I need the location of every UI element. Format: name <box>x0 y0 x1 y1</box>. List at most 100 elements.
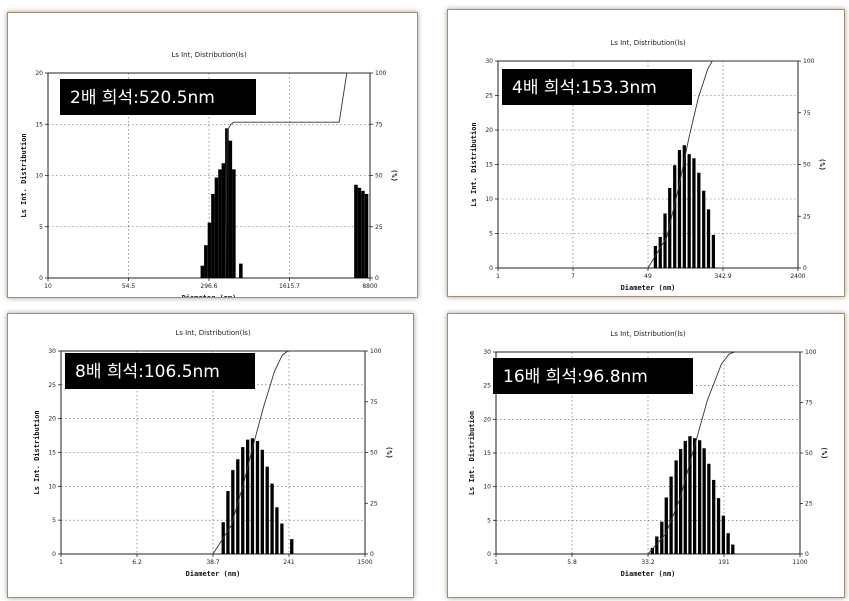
y-tick-label: 5 <box>489 231 493 238</box>
bar <box>682 145 686 268</box>
annotation-text: 2배 희석:520.5nm <box>70 88 215 108</box>
y2-tick-label: 25 <box>805 501 813 508</box>
x-tick-label: 296.6 <box>200 283 217 290</box>
bar <box>280 523 284 554</box>
chart-panel-2x: Ls Int, Distribution(ls) 0 5 10 15 20 0 25 50 75 1… <box>7 12 418 298</box>
cumulative-line <box>212 350 365 555</box>
y-tick-label: 5 <box>487 517 491 524</box>
annotation-text: 4배 희석:153.3nm <box>512 78 657 98</box>
bar <box>712 479 716 554</box>
bar <box>668 187 672 268</box>
x-tick-label: 1100 <box>792 559 807 566</box>
y-axis-label: Ls Int. Distribution <box>20 133 28 217</box>
chart-title: Ls Int, Distribution(ls) <box>610 39 686 47</box>
x-tick-label: 54.5 <box>122 283 136 290</box>
bar <box>687 154 691 268</box>
bar <box>226 491 230 554</box>
bar <box>702 448 706 554</box>
y-axis-label: Ls Int. Distribution <box>33 410 41 494</box>
bar <box>677 150 682 268</box>
x-tick-label: 5.8 <box>567 559 577 566</box>
annotation-badge <box>60 79 256 115</box>
chart-svg-2x: Ls Int, Distribution(ls) 0 5 10 15 20 0 25 50 75 1… <box>20 51 398 297</box>
bar <box>658 236 662 268</box>
bar <box>232 169 236 278</box>
bar <box>245 439 250 554</box>
y2-tick-label: 25 <box>370 500 378 507</box>
y-tick-label: 10 <box>485 196 493 203</box>
y-tick-label: 20 <box>48 416 56 423</box>
bar <box>650 547 655 554</box>
bar <box>250 438 255 554</box>
y-axis-label: Ls Int. Distribution <box>470 122 478 206</box>
cumulative-line <box>647 60 798 269</box>
bar <box>211 193 215 278</box>
x-tick-label: 10 <box>44 283 52 290</box>
y-tick-label: 25 <box>48 382 56 389</box>
bar <box>707 463 711 554</box>
y2-axis-label: (%) <box>820 447 828 460</box>
y2-axis-label: (%) <box>385 446 393 459</box>
y2-axis-label: (%) <box>818 158 826 171</box>
chart-svg-8x: Ls Int, Distribution(ls) 0 5 10 15 20 25 30 0 25 5… <box>33 329 393 578</box>
y-tick-label: 20 <box>483 416 491 423</box>
y-tick-label: 10 <box>48 483 56 490</box>
y-tick-label: 0 <box>39 275 43 282</box>
bar <box>361 190 365 278</box>
x-tick-label: 191 <box>718 559 730 566</box>
bar <box>716 498 721 554</box>
bar <box>669 476 673 554</box>
y-tick-label: 5 <box>52 517 56 524</box>
y-tick-label: 10 <box>35 173 43 180</box>
chart-panel-16x: Ls Int, Distribution(ls) 0 5 10 15 20 25 30 0 25 5… <box>447 313 845 598</box>
bar <box>228 140 233 278</box>
bar <box>706 209 711 268</box>
bar <box>683 440 687 554</box>
y-tick-label: 0 <box>52 551 56 558</box>
y-tick-label: 10 <box>483 484 491 491</box>
chart-svg-16x: Ls Int, Distribution(ls) 0 5 10 15 20 25 30 0 25 5… <box>468 330 828 578</box>
cumulative-line <box>225 72 370 279</box>
y2-tick-label: 100 <box>805 349 817 356</box>
bar <box>653 245 658 268</box>
y2-tick-label: 100 <box>370 348 382 355</box>
bar <box>214 177 219 278</box>
y2-tick-label: 75 <box>375 121 383 128</box>
x-axis-label: Diameter (nm) <box>621 570 676 578</box>
y-tick-label: 0 <box>489 265 493 272</box>
annotation-badge <box>493 358 693 394</box>
y-tick-label: 15 <box>485 162 493 169</box>
bar <box>678 448 683 554</box>
bar <box>207 222 212 278</box>
y-tick-label: 25 <box>483 383 491 390</box>
chart-svg-4x: Ls Int, Distribution(ls) 0 5 10 15 20 25 30 0 25 5… <box>470 39 826 292</box>
cumulative-line <box>647 351 800 555</box>
y2-tick-label: 100 <box>803 58 815 65</box>
bar <box>239 263 243 278</box>
y2-tick-label: 50 <box>370 450 378 457</box>
y2-tick-label: 75 <box>805 400 813 407</box>
bar <box>241 447 245 554</box>
bar <box>270 483 274 554</box>
bar <box>655 536 659 554</box>
bar <box>692 438 697 554</box>
annotation-text: 16배 희석:96.8nm <box>503 367 648 387</box>
bar <box>721 515 726 554</box>
x-tick-label: 2400 <box>790 273 805 280</box>
y2-tick-label: 100 <box>375 70 387 77</box>
chart-title: Ls Int, Distribution(ls) <box>171 51 247 59</box>
x-tick-label: 241 <box>283 559 295 566</box>
y-axis-label: Ls Int. Distribution <box>468 411 476 495</box>
bar <box>231 470 235 554</box>
y2-axis-label: (%) <box>390 169 398 182</box>
x-tick-label: 1 <box>494 559 498 566</box>
y-tick-label: 15 <box>483 450 491 457</box>
annotation-badge <box>65 353 255 389</box>
y-tick-label: 30 <box>485 58 493 65</box>
bar <box>673 165 677 268</box>
y2-tick-label: 0 <box>370 551 374 558</box>
annotation-text: 8배 희석:106.5nm <box>75 362 220 382</box>
x-tick-label: 342.9 <box>714 273 731 280</box>
y-tick-label: 0 <box>487 551 491 558</box>
chart-panel-4x: Ls Int, Distribution(ls) 0 5 10 15 20 25 30 0 25 5… <box>447 9 845 297</box>
